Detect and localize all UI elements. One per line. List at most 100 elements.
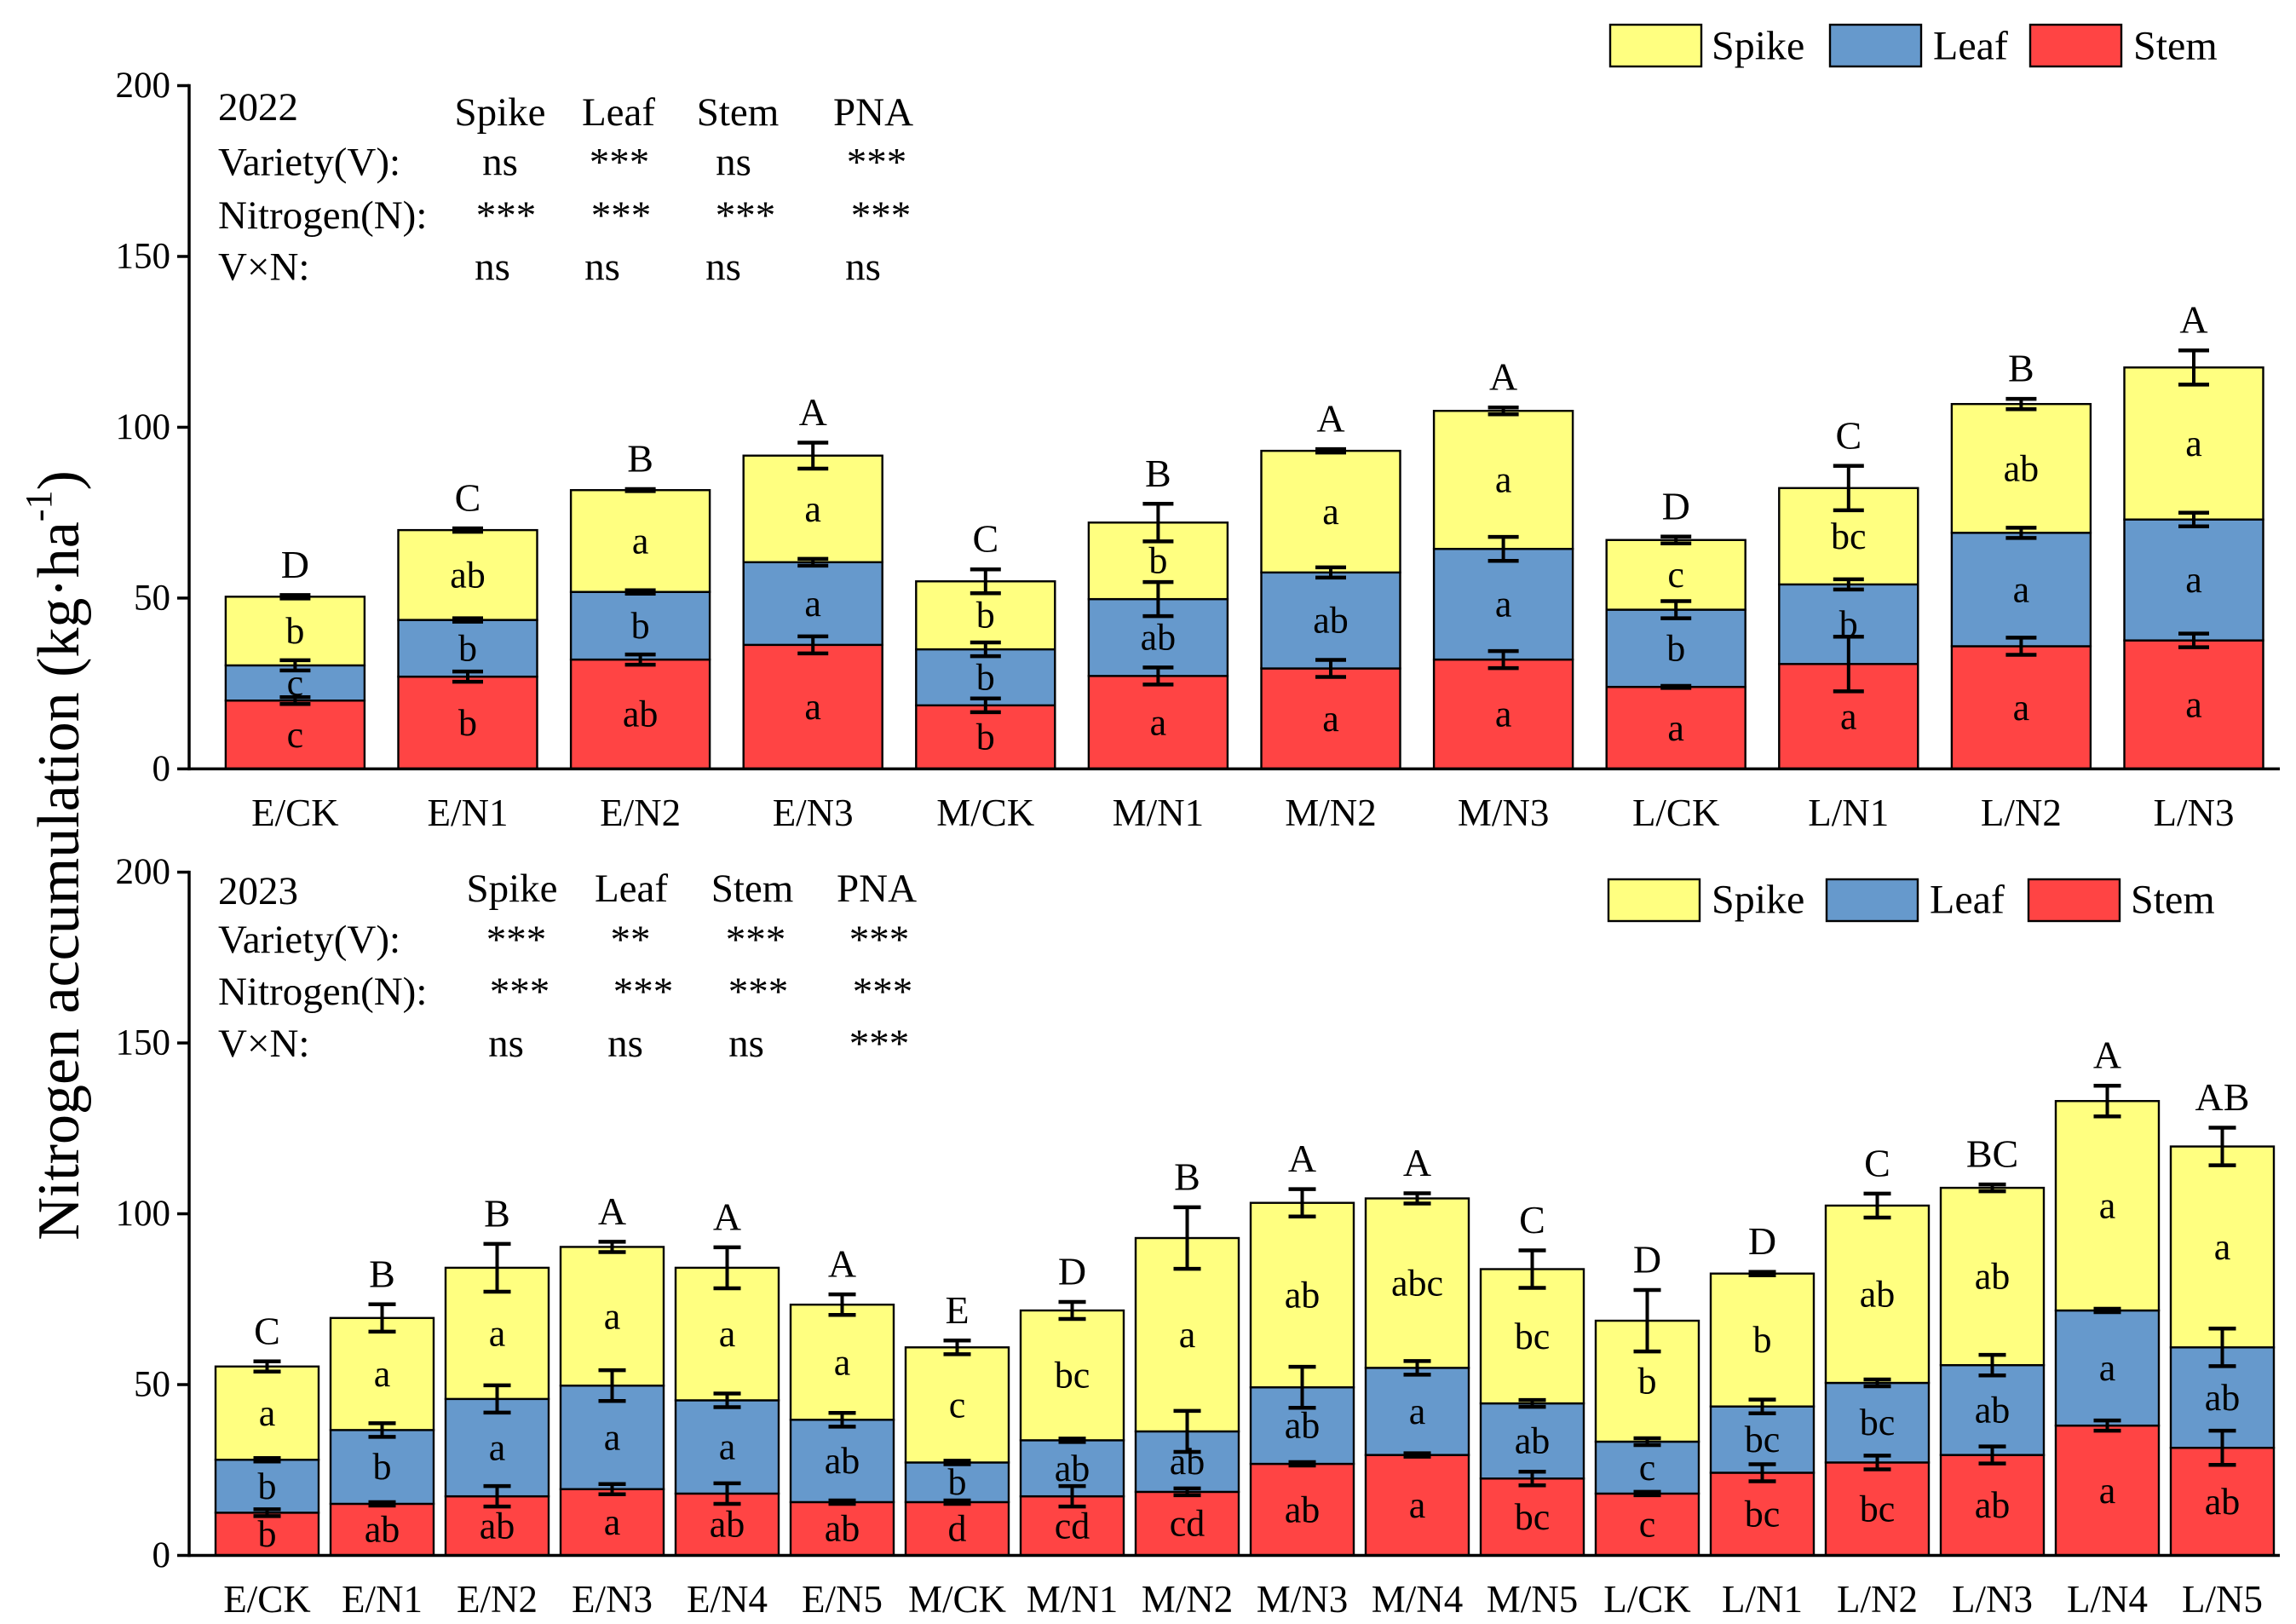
bar-segment-stem	[397, 675, 538, 770]
significance-letter-leaf: a	[489, 1427, 506, 1469]
x-tick-label: E/N4	[687, 1578, 768, 1621]
total-significance-letter: BC	[1966, 1132, 2018, 1176]
stats-significance-value: ns	[716, 141, 751, 185]
stats-row-label: Nitrogen(N):	[218, 193, 427, 238]
total-significance-letter: C	[972, 517, 998, 561]
bar-segment-stem	[1087, 675, 1229, 770]
total-significance-letter: D	[1058, 1249, 1086, 1293]
total-significance-letter: B	[1145, 452, 1171, 495]
significance-letter-spike: c	[1667, 554, 1684, 596]
bar-segment-stem	[2054, 1424, 2161, 1557]
significance-letter-spike: b	[1753, 1319, 1772, 1361]
total-significance-letter: B	[2008, 347, 2034, 390]
y-tick-label: 100	[116, 1194, 171, 1234]
bar-segment-spike	[569, 489, 711, 593]
legend-swatch-leaf	[1825, 878, 1919, 923]
bar-group-l-n2: bc bc ab C	[1824, 1141, 1931, 1557]
significance-letter-stem: a	[2013, 687, 2030, 728]
legend: Spike Leaf Stem	[1607, 878, 2215, 923]
stats-header-stem: Stem	[697, 90, 780, 135]
x-tick-label: M/N1	[1027, 1578, 1119, 1621]
significance-letter-leaf: ab	[1515, 1420, 1551, 1462]
bar-segment-stem	[559, 1488, 665, 1557]
significance-letter-stem: a	[604, 1501, 621, 1543]
total-significance-letter: A	[799, 390, 827, 434]
bar-segment-spike	[2054, 1100, 2161, 1312]
significance-letter-leaf: ab	[1170, 1441, 1206, 1483]
x-tick-label: L/N1	[1808, 792, 1889, 834]
bar-segment-stem	[1432, 658, 1574, 770]
bar-segment-leaf	[904, 1461, 1010, 1504]
total-significance-letter: D	[1633, 1237, 1661, 1281]
significance-letter-leaf: a	[2185, 559, 2202, 601]
bar-group-m-n3: ab ab ab A	[1249, 1137, 1355, 1557]
significance-letter-spike: bc	[1515, 1316, 1551, 1357]
significance-letter-leaf: a	[719, 1426, 736, 1468]
significance-letter-spike: b	[285, 610, 304, 652]
significance-letter-stem: a	[804, 686, 821, 728]
significance-letter-leaf: ab	[1285, 1405, 1321, 1447]
significance-letter-stem: cd	[1055, 1505, 1090, 1546]
bar-segment-spike	[214, 1365, 320, 1461]
y-tick-label: 150	[116, 1023, 171, 1063]
bar-segment-spike	[1479, 1268, 1585, 1405]
significance-letter-spike: a	[632, 520, 649, 561]
bar-segment-stem	[1364, 1454, 1470, 1557]
bar-group-e-n1: bb ab C	[397, 476, 538, 770]
x-tick-label: L/N3	[1952, 1578, 2033, 1621]
bar-segment-stem	[915, 704, 1056, 770]
significance-letter-leaf: c	[287, 662, 304, 704]
y-axis-label-main: Nitrogen accumulation (kg·ha	[26, 521, 92, 1241]
bar-segment-leaf	[789, 1419, 895, 1504]
significance-letter-leaf: c	[1639, 1447, 1656, 1489]
significance-letter-stem: ab	[623, 694, 659, 735]
stats-header-spike: Spike	[454, 90, 545, 135]
total-significance-letter: A	[828, 1242, 856, 1286]
bar-group-e-n1: ab b a B	[329, 1252, 435, 1557]
significance-letter-stem: ab	[710, 1504, 745, 1546]
significance-letter-spike: ab	[1860, 1273, 1896, 1315]
bar-segment-spike	[224, 596, 366, 667]
bar-segment-stem	[1824, 1461, 1931, 1557]
x-tick-label: E/N1	[428, 792, 509, 834]
significance-letter-stem: bc	[1860, 1488, 1896, 1529]
total-significance-letter: D	[1748, 1219, 1776, 1263]
bar-group-e-n5: ab ab a A	[789, 1242, 895, 1557]
significance-letter-leaf: ab	[1313, 600, 1349, 642]
significance-letter-leaf: b	[373, 1446, 392, 1488]
x-tick-label: M/N1	[1113, 792, 1205, 834]
bar-segment-spike	[2123, 366, 2264, 521]
significance-letter-spike: c	[949, 1384, 966, 1425]
bar-group-l-n1: a b bc C	[1778, 413, 1919, 770]
significance-letter-spike: b	[976, 595, 995, 636]
x-tick-label: E/N3	[773, 792, 854, 834]
x-tick-label: L/CK	[1603, 1578, 1691, 1621]
significance-letter-spike: b	[1638, 1361, 1657, 1402]
stats-significance-value: ***	[476, 193, 537, 238]
bar-segment-spike	[1605, 538, 1746, 611]
significance-letter-stem: a	[1495, 694, 1512, 735]
stats-significance-value: ns	[488, 1022, 524, 1066]
stats-significance-value: ns	[584, 245, 620, 290]
significance-letter-stem: ab	[1285, 1489, 1321, 1530]
x-tick-label: L/N2	[1981, 792, 2062, 834]
bar-segment-stem	[224, 700, 366, 770]
significance-letter-spike: a	[1322, 491, 1339, 533]
total-significance-letter: E	[945, 1288, 969, 1332]
bar-group-l-n5: ab ab a AB	[2169, 1075, 2276, 1557]
bar-segment-spike	[1824, 1204, 1931, 1385]
stats-significance-value: ***	[726, 918, 786, 962]
x-tick-label: E/N5	[802, 1578, 883, 1621]
y-tick-label: 200	[116, 66, 171, 106]
x-tick-label: E/CK	[223, 1578, 311, 1621]
x-tick-label: E/N2	[600, 792, 681, 834]
bar-group-m-n3: a a a A	[1432, 355, 1574, 770]
total-significance-letter: B	[369, 1252, 395, 1295]
bar-group-m-n1: cd ab bc D	[1019, 1249, 1125, 1557]
x-tick-label: E/CK	[251, 792, 339, 834]
significance-letter-leaf: ab	[1975, 1389, 2011, 1431]
bar-group-l-n4: a a a A	[2054, 1034, 2161, 1557]
stats-significance-value: ***	[847, 141, 907, 185]
